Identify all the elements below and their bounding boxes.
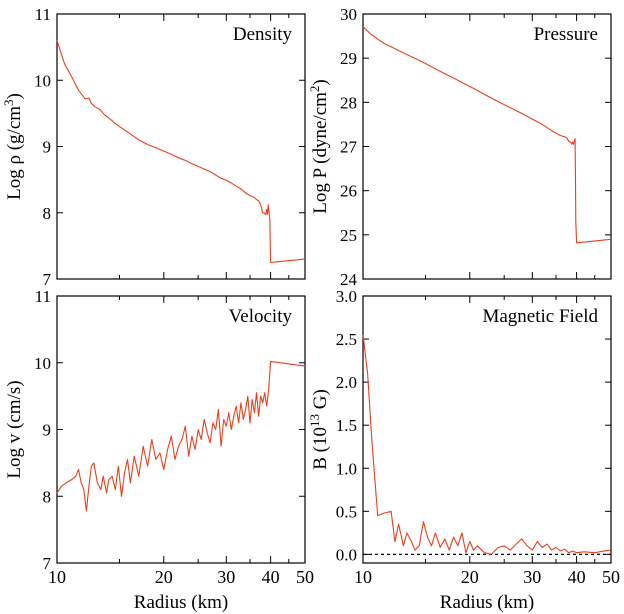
chart-title: Density [233, 24, 293, 45]
plot-frame [362, 13, 612, 280]
series-line-0 [56, 40, 306, 263]
y-tick-label: 3.0 [336, 287, 357, 306]
x-tick-label: 50 [296, 567, 314, 587]
y-tick-label: 29 [340, 49, 357, 68]
y-tick-label: 8 [43, 487, 52, 506]
chart-title: Magnetic Field [482, 306, 598, 327]
chart-panel-0: 7 8 9 10 11 Density Log ρ (g/cm3) [1, 5, 306, 289]
chart-title: Velocity [229, 306, 293, 327]
x-tick-label: 10 [354, 567, 372, 587]
chart-panel-2: 7 8 9 10 11 10 20 30 40 50 Velocity Log v (cm/s) Rad… [4, 287, 314, 613]
x-tick-label: 20 [155, 567, 173, 587]
x-tick-label: 30 [523, 567, 541, 587]
y-tick-label: 7 [43, 554, 52, 573]
y-tick-label: 9 [43, 138, 52, 157]
y-tick-label: 10 [34, 354, 51, 373]
chart-panel-1: 24 25 26 27 28 29 30 Pressure Log P (dyne/cm2) [307, 5, 612, 289]
y-axis-label-superscript: 3 [1, 99, 16, 106]
y-axis-label: B (1013 G) [307, 389, 331, 470]
y-axis-label-superscript: 13 [307, 414, 322, 427]
x-tick-label: 40 [262, 567, 280, 587]
y-tick-label: 2.0 [336, 373, 357, 392]
y-axis-label-superscript: 2 [307, 86, 322, 93]
chart-panel-3: 0.0 0.5 1.0 1.5 2.0 2.5 3.0 10 20 30 40 50 Magnetic … [307, 287, 620, 613]
y-tick-label: 25 [340, 226, 357, 245]
y-tick-label: 28 [340, 93, 357, 112]
y-tick-label: 11 [35, 5, 51, 24]
x-axis-label: Radius (km) [440, 592, 534, 613]
x-axis-label: Radius (km) [134, 592, 228, 613]
series-line-0 [362, 334, 612, 555]
y-tick-label: 1.5 [336, 416, 357, 435]
y-axis-label-text-end: G) [310, 389, 331, 414]
chart-title: Pressure [534, 24, 598, 45]
y-axis-label-text: Log P (dyne/cm [310, 92, 331, 214]
plot-frame [56, 295, 306, 564]
y-tick-label: 8 [43, 204, 52, 223]
y-tick-label: 26 [340, 182, 357, 201]
y-axis-label-text-end: ) [310, 79, 331, 85]
y-axis-label: Log P (dyne/cm2) [307, 79, 331, 214]
y-tick-label: 27 [340, 138, 358, 157]
y-tick-label: 0.5 [336, 502, 357, 521]
y-axis-label-text: Log ρ (g/cm [4, 106, 25, 200]
series-line-0 [56, 360, 306, 512]
series-line-0 [362, 26, 612, 244]
y-tick-label: 2.5 [336, 330, 357, 349]
x-tick-label: 10 [48, 567, 66, 587]
y-axis-label-text: B (10 [310, 427, 331, 470]
y-tick-label: 11 [35, 287, 51, 306]
x-tick-label: 30 [217, 567, 235, 587]
plot-frame [362, 295, 612, 564]
y-axis-label: Log v (cm/s) [4, 380, 25, 478]
y-tick-label: 10 [34, 71, 51, 90]
x-tick-label: 20 [461, 567, 479, 587]
y-tick-label: 0.0 [336, 545, 357, 564]
y-tick-label: 1.0 [336, 459, 357, 478]
y-axis-label: Log ρ (g/cm3) [1, 93, 25, 200]
y-tick-label: 7 [43, 270, 52, 289]
x-tick-label: 40 [568, 567, 586, 587]
y-tick-label: 24 [340, 270, 358, 289]
y-tick-label: 9 [43, 421, 52, 440]
plot-frame [56, 13, 306, 280]
x-tick-label: 50 [602, 567, 620, 587]
y-tick-label: 30 [340, 5, 357, 24]
y-axis-label-text-end: ) [4, 93, 25, 99]
